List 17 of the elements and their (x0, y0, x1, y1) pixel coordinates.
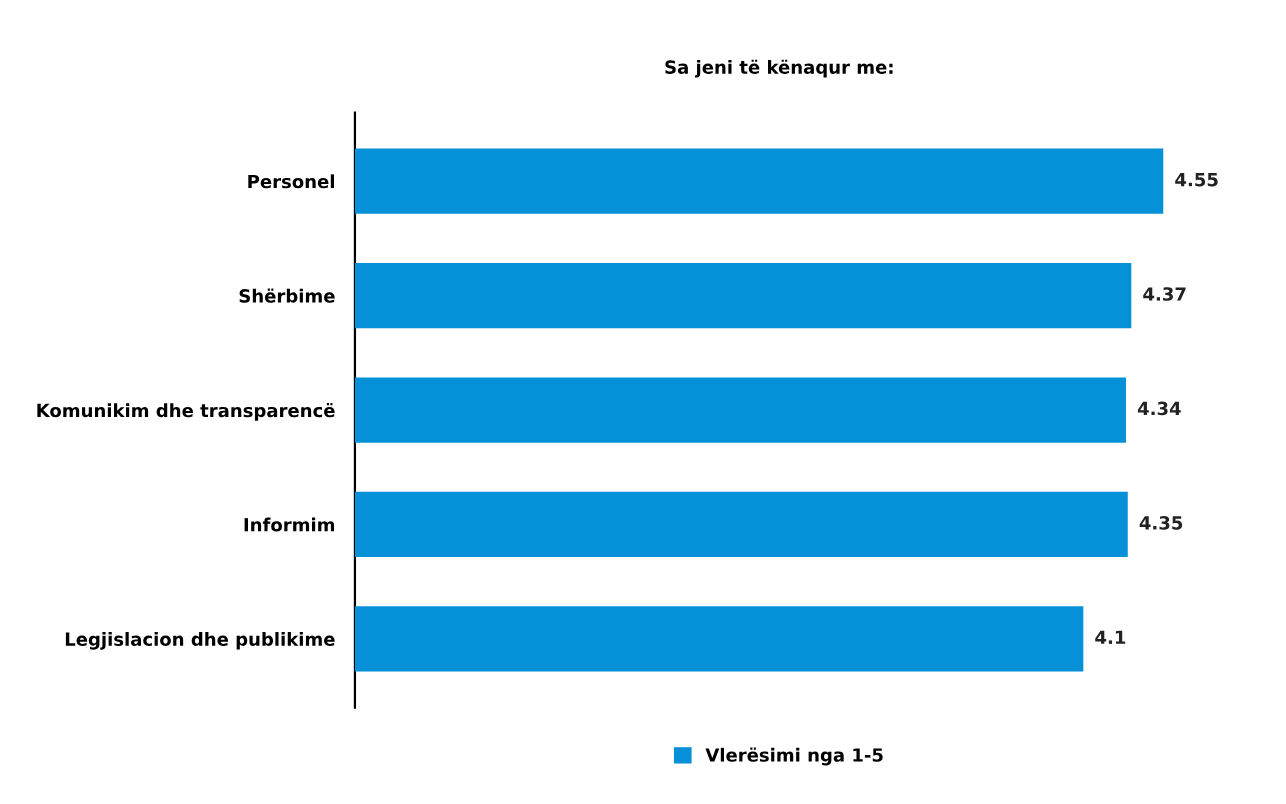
chart-title: Sa jeni të kënaqur me: (665, 59, 893, 78)
data-label: 4.55 (1175, 173, 1218, 187)
y-tick-label: Komunikim dhe transparencë (37, 403, 335, 421)
y-tick-label: Personel (248, 174, 334, 189)
y-tick-label: Informim (244, 517, 335, 532)
data-label: 4.34 (1137, 401, 1181, 416)
bar (354, 148, 1164, 214)
bar (354, 263, 1132, 329)
bar (354, 606, 1084, 672)
y-tick-label: Shërbime (239, 288, 335, 303)
data-label: 4.37 (1143, 287, 1186, 301)
data-label: 4.35 (1139, 516, 1183, 530)
legend-label: Vlerësimi nga 1-5 (705, 747, 883, 766)
bar (354, 377, 1126, 443)
y-tick-label: Legjislacion dhe publikime (65, 632, 335, 650)
bar (354, 491, 1128, 558)
data-label: 4.1 (1095, 630, 1126, 644)
